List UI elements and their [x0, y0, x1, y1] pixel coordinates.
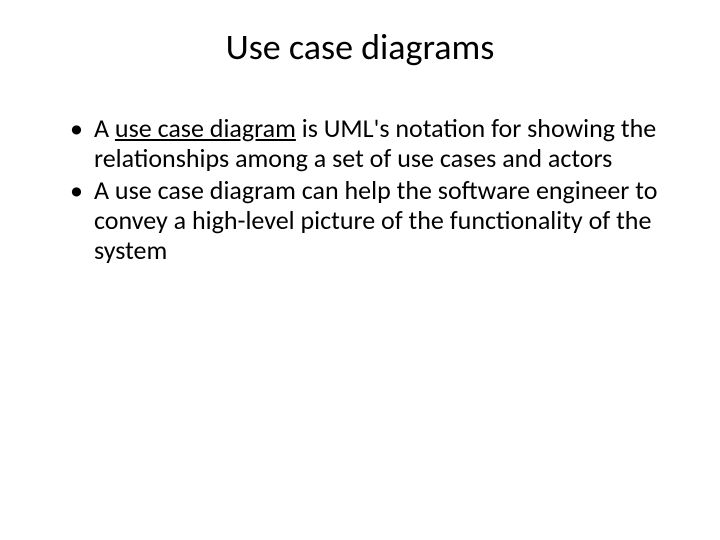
bullet-prefix: A — [94, 112, 115, 144]
slide-title: Use case diagrams — [50, 25, 670, 69]
slide-container: Use case diagrams A use case diagram is … — [0, 0, 720, 540]
bullet-item: A use case diagram can help the software… — [70, 176, 670, 266]
bullet-suffix: A use case diagram can help the software… — [94, 174, 657, 266]
bullet-item: A use case diagram is UML's notation for… — [70, 114, 670, 174]
bullet-underlined: use case diagram — [115, 112, 296, 144]
bullet-list: A use case diagram is UML's notation for… — [50, 114, 670, 265]
